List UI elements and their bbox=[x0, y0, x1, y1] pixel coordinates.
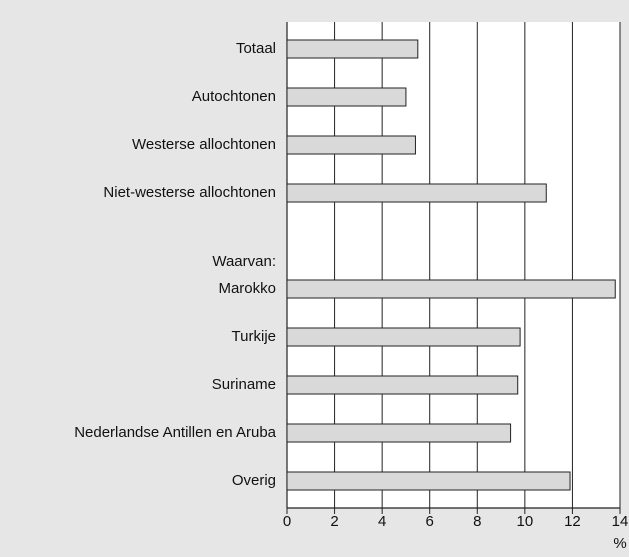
x-tick-label: 4 bbox=[378, 513, 386, 530]
x-tick-label: 12 bbox=[564, 513, 581, 530]
x-tick-label: 6 bbox=[426, 513, 434, 530]
bar bbox=[286, 327, 521, 347]
x-tick-label: 2 bbox=[330, 513, 338, 530]
bar bbox=[286, 423, 512, 443]
x-axis-label: % bbox=[613, 535, 626, 552]
x-tick-label: 14 bbox=[612, 513, 629, 530]
bar bbox=[286, 183, 547, 203]
bar bbox=[286, 279, 616, 299]
bar bbox=[286, 471, 571, 491]
bar bbox=[286, 135, 416, 155]
y-tick-label: Overig bbox=[232, 472, 276, 489]
x-tick-label: 8 bbox=[473, 513, 481, 530]
x-tick-label: 0 bbox=[283, 513, 291, 530]
y-tick-label: Niet-westerse allochtonen bbox=[103, 184, 276, 201]
x-tick-label: 10 bbox=[517, 513, 534, 530]
y-tick-label: Westerse allochtonen bbox=[132, 136, 276, 153]
y-tick-label: Nederlandse Antillen en Aruba bbox=[74, 424, 276, 441]
annotation: Waarvan: bbox=[212, 253, 276, 270]
y-tick-label: Suriname bbox=[212, 376, 276, 393]
bar bbox=[286, 375, 519, 395]
bar bbox=[286, 39, 419, 59]
y-tick-label: Autochtonen bbox=[192, 88, 276, 105]
y-tick-label: Totaal bbox=[236, 40, 276, 57]
y-tick-label: Marokko bbox=[218, 280, 276, 297]
bar bbox=[286, 87, 407, 107]
y-tick-label: Turkije bbox=[232, 328, 276, 345]
